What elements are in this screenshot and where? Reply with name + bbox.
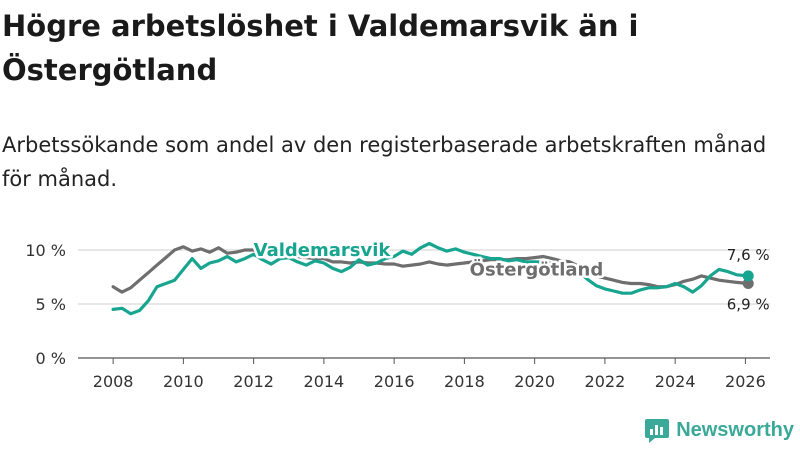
series-label-östergötland: Östergötland xyxy=(470,258,604,280)
x-tick-label: 2026 xyxy=(725,372,766,391)
series-label-valdemarsvik: Valdemarsvik xyxy=(254,240,392,261)
newsworthy-logo: Newsworthy xyxy=(644,416,794,444)
series-line-valdemarsvik xyxy=(111,241,750,316)
x-tick-label: 2020 xyxy=(514,372,555,391)
series-line-östergötland xyxy=(111,245,750,294)
x-tick-label: 2010 xyxy=(163,372,204,391)
grid-layer xyxy=(78,249,770,359)
y-tick-label: 0 % xyxy=(36,349,66,368)
x-tick-label: 2012 xyxy=(233,372,274,391)
newsworthy-logo-icon xyxy=(645,419,670,443)
x-tick-label: 2024 xyxy=(655,372,696,391)
brand-name: Newsworthy xyxy=(676,418,794,441)
chart-title: Högre arbetslöshet i Valdemarsvik än i Ö… xyxy=(2,9,639,87)
axis-layer: 0 % 5 % 10 % 2008 2010 2012 2014 2016 2018 2020 20… xyxy=(25,241,765,391)
chart-subtitle: Arbetssökande som andel av den registerb… xyxy=(2,133,767,191)
label-layer: Valdemarsvik Östergötland 7,6 % 6,9 % xyxy=(251,238,770,314)
series-layer xyxy=(111,241,754,316)
end-point-valdemarsvik xyxy=(742,270,754,282)
x-tick-label: 2008 xyxy=(93,372,134,391)
x-tick-label: 2016 xyxy=(374,372,415,391)
x-tick-label: 2018 xyxy=(444,372,485,391)
x-tick-label: 2014 xyxy=(304,372,345,391)
end-value-label-valdemarsvik: 7,6 % xyxy=(727,246,770,264)
end-point-östergötland xyxy=(742,277,754,289)
end-value-label-östergötland: 6,9 % xyxy=(727,295,770,313)
y-tick-label: 5 % xyxy=(36,295,66,314)
y-tick-label: 10 % xyxy=(25,241,66,260)
x-tick-label: 2022 xyxy=(585,372,626,391)
